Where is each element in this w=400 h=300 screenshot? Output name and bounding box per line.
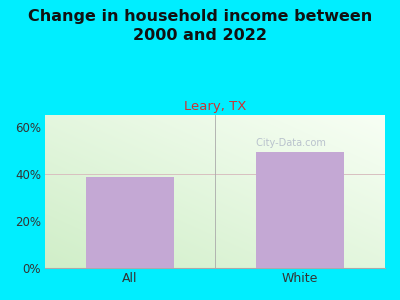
Title: Leary, TX: Leary, TX — [184, 100, 246, 112]
Bar — [86, 177, 174, 268]
Text: City-Data.com: City-Data.com — [254, 138, 326, 148]
Text: Change in household income between
2000 and 2022: Change in household income between 2000 … — [28, 9, 372, 43]
Bar — [256, 152, 344, 268]
